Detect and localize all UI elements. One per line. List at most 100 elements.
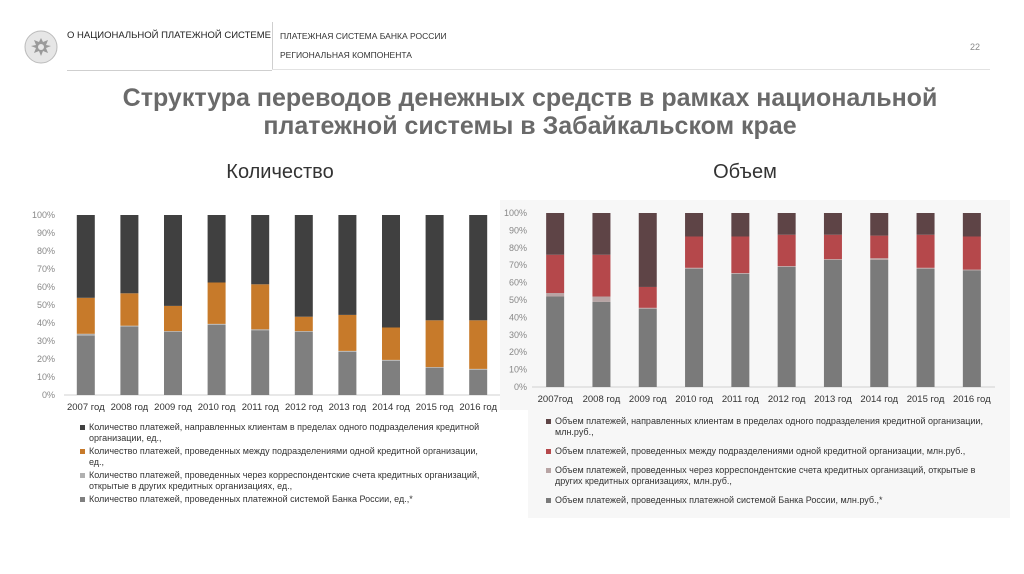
- chart-title-volume: Объем: [713, 161, 777, 183]
- bar-segment: [382, 360, 400, 395]
- y-tick-label: 0%: [514, 382, 527, 392]
- bar-segment: [120, 325, 139, 327]
- slide-title: Структура переводов денежных средств в р…: [122, 84, 938, 140]
- bar-segment: [120, 326, 139, 395]
- bar-segment: [425, 367, 444, 368]
- x-tick-label: 2012 год: [285, 402, 323, 413]
- chart-volume: 0% 10% 20% 30% 40% 50% 60% 70% 80% 90% 100% 2007год…: [500, 200, 1010, 410]
- legend-item: Объем платежей, проведенных между подраз…: [546, 446, 986, 457]
- bar-segment: [870, 258, 889, 260]
- x-tick-label: 2011 год: [242, 402, 279, 413]
- bar-segment: [916, 213, 935, 235]
- bar-segment: [777, 213, 796, 235]
- x-tick-label: 2016 год: [459, 402, 497, 413]
- x-tick-label: 2015 год: [907, 394, 945, 405]
- y-tick-label: 90%: [509, 225, 527, 235]
- x-tick-label: 2011 год: [722, 394, 759, 405]
- page-number: 22: [970, 42, 981, 52]
- y-tick-label: 20%: [509, 347, 527, 357]
- bar-segment: [685, 236, 704, 268]
- legend-marker: [80, 425, 85, 430]
- bar-segment: [962, 213, 981, 237]
- legend-marker: [546, 468, 551, 473]
- y-tick-label: 0%: [42, 390, 55, 400]
- bar-segment: [251, 215, 270, 285]
- legend-item: Объем платежей, направленных клиентам в …: [546, 416, 986, 438]
- header-rule: [272, 69, 990, 70]
- x-tick-label: 2014 год: [860, 394, 898, 405]
- bar-segment: [469, 215, 488, 321]
- bar-segment: [592, 254, 611, 297]
- y-tick-label: 40%: [37, 318, 55, 328]
- bank-of-russia-eagle-icon: [24, 30, 58, 64]
- legend-label: Количество платежей, проведенных через к…: [89, 470, 480, 491]
- y-tick-label: 50%: [509, 295, 527, 305]
- bar-segment: [382, 359, 400, 361]
- legend-quantity: Количество платежей, направленных клиент…: [80, 422, 480, 507]
- bar-segment: [425, 215, 444, 321]
- bar-segment: [76, 335, 95, 395]
- bar-segment: [823, 259, 842, 387]
- y-tick-label: 40%: [509, 312, 527, 322]
- bar-segment: [962, 270, 981, 387]
- bar-segment: [638, 213, 657, 287]
- bar-segment: [823, 234, 842, 260]
- legend-label: Объем платежей, проведенных между подраз…: [555, 446, 966, 456]
- header-subtitle-line2: РЕГИОНАЛЬНАЯ КОМПОНЕНТА: [280, 50, 412, 60]
- legend-label: Количество платежей, проведенных платежн…: [89, 494, 413, 504]
- x-tick-label: 2013 год: [329, 402, 367, 413]
- bar-segment: [870, 213, 889, 236]
- legend-marker: [80, 473, 85, 478]
- y-tick-label: 70%: [509, 260, 527, 270]
- y-tick-label: 50%: [37, 300, 55, 310]
- bar-segment: [638, 308, 657, 387]
- bar-segment: [731, 273, 750, 387]
- bar-segment: [164, 331, 182, 332]
- header-subtitle-block: ПЛАТЕЖНАЯ СИСТЕМА БАНКА РОССИИ РЕГИОНАЛЬ…: [280, 27, 447, 65]
- bar-segment: [164, 215, 182, 306]
- bar-segment: [294, 316, 313, 332]
- x-tick-label: 2007год: [538, 394, 573, 405]
- legend-item: Количество платежей, проведенных между п…: [80, 446, 480, 468]
- bar-segment: [338, 314, 357, 351]
- bar-segment: [777, 266, 796, 267]
- y-tick-label: 90%: [37, 228, 55, 238]
- y-tick-label: 80%: [509, 243, 527, 253]
- legend-item: Объем платежей, проведенных платежной си…: [546, 495, 986, 506]
- bar-segment: [469, 369, 488, 395]
- chart-title-quantity: Количество: [226, 161, 334, 183]
- y-tick-label: 70%: [37, 264, 55, 274]
- bar-segment: [962, 269, 981, 271]
- legend-label: Количество платежей, направленных клиент…: [89, 422, 480, 443]
- x-tick-label: 2015 год: [416, 402, 454, 413]
- legend-marker: [546, 449, 551, 454]
- bar-segment: [731, 273, 750, 274]
- x-tick-label: 2007 год: [67, 402, 105, 413]
- y-tick-label: 100%: [32, 210, 55, 220]
- y-tick-label: 30%: [509, 330, 527, 340]
- bar-segment: [777, 234, 796, 267]
- x-tick-label: 2013 год: [814, 394, 852, 405]
- bar-segment: [685, 267, 704, 269]
- bar-segment: [685, 213, 704, 237]
- y-tick-label: 60%: [37, 282, 55, 292]
- bar-segment: [469, 368, 488, 370]
- x-tick-label: 2010 год: [675, 394, 713, 405]
- bar-segment: [294, 215, 313, 317]
- bar-segment: [916, 234, 935, 268]
- legend-label: Объем платежей, проведенных платежной си…: [555, 495, 883, 505]
- bar-segment: [294, 331, 313, 332]
- y-tick-label: 80%: [37, 246, 55, 256]
- bar-segment: [916, 268, 935, 387]
- bar-segment: [731, 213, 750, 237]
- legend-item: Количество платежей, направленных клиент…: [80, 422, 480, 444]
- bar-segment: [592, 296, 611, 302]
- y-tick-label: 100%: [504, 208, 527, 218]
- bar-segment: [207, 324, 226, 395]
- legend-marker: [80, 449, 85, 454]
- header-subtitle-line1: ПЛАТЕЖНАЯ СИСТЕМА БАНКА РОССИИ: [280, 31, 447, 41]
- bar-segment: [870, 259, 889, 387]
- bar-segment: [962, 236, 981, 270]
- bar-segment: [638, 307, 657, 309]
- chart-volume-svg: 0% 10% 20% 30% 40% 50% 60% 70% 80% 90% 100% 2007год…: [504, 208, 995, 405]
